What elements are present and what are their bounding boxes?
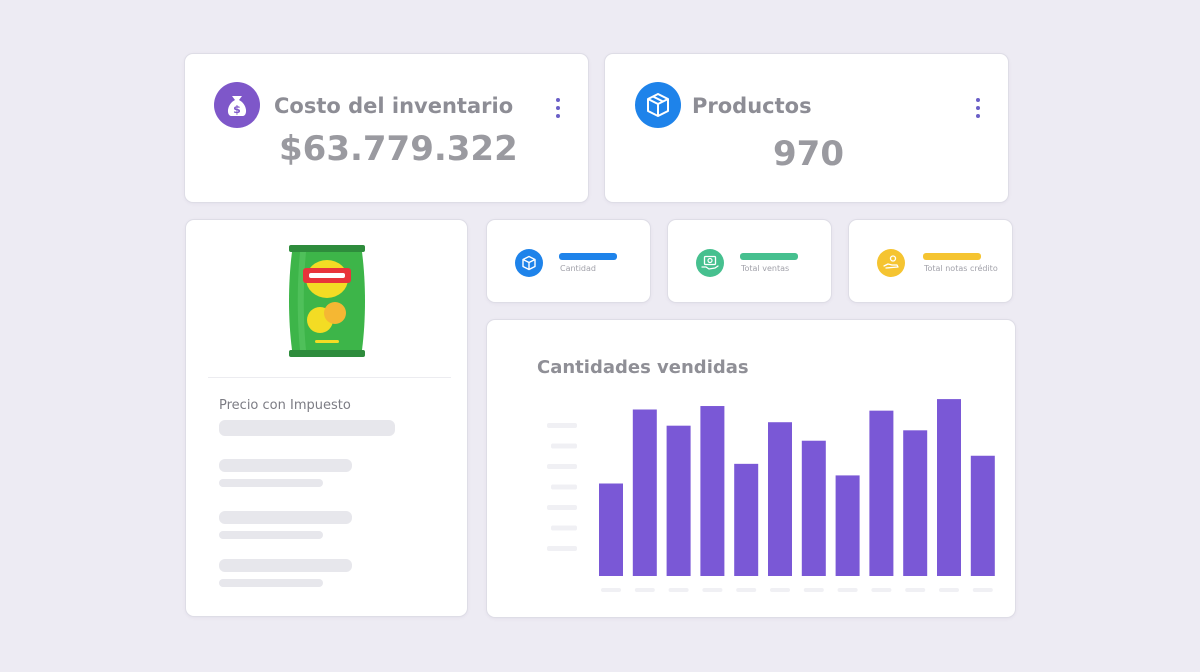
sales-chart-card: Cantidades vendidas: [486, 319, 1016, 618]
x-tick-placeholder: [905, 588, 926, 592]
placeholder-line: [219, 559, 352, 572]
placeholder-line: [219, 479, 323, 487]
divider: [208, 377, 451, 378]
y-tick-placeholder: [547, 505, 577, 510]
x-tick-placeholder: [871, 588, 892, 592]
svg-text:$: $: [233, 103, 241, 116]
chart-bar: [801, 440, 826, 576]
quantity-label: Cantidad: [560, 264, 596, 273]
chart-bar: [869, 410, 894, 576]
x-tick-placeholder: [634, 588, 655, 592]
placeholder-line: [219, 459, 352, 472]
total-sales-mini-card: Total ventas: [667, 219, 832, 303]
hand-coin-icon: [877, 249, 905, 277]
chart-bar: [599, 483, 623, 576]
inventory-cost-value: $63.779.322: [279, 129, 518, 169]
price-with-tax-label: Precio con Impuesto: [219, 398, 351, 413]
products-label: Productos: [692, 94, 812, 118]
inventory-cost-label: Costo del inventario: [274, 94, 514, 118]
box-icon: [515, 249, 543, 277]
x-tick-placeholder: [972, 588, 993, 592]
money-bag-icon: $: [214, 82, 260, 128]
placeholder-line: [219, 579, 323, 587]
more-options-icon[interactable]: [973, 98, 983, 118]
placeholder-line: [219, 531, 323, 539]
x-tick-placeholder: [702, 588, 723, 592]
total-sales-bar: [740, 253, 798, 260]
money-hand-icon: [696, 249, 724, 277]
y-tick-placeholder: [547, 423, 577, 428]
chart-bar: [970, 455, 995, 576]
credit-notes-bar: [923, 253, 981, 260]
price-placeholder: [219, 420, 395, 436]
products-value: 970: [773, 134, 844, 174]
chart-bar: [937, 399, 961, 576]
chart-bar: [903, 430, 928, 576]
bar-chart: [547, 399, 995, 592]
x-tick-placeholder: [736, 588, 757, 592]
x-tick-placeholder: [837, 588, 858, 592]
chart-bar: [768, 422, 792, 576]
inventory-cost-card: $ Costo del inventario $63.779.322: [184, 53, 589, 203]
product-detail-card: Precio con Impuesto: [185, 219, 468, 617]
chart-bar: [666, 425, 691, 576]
chips-bag-icon: [289, 245, 365, 357]
products-count-card: Productos 970: [604, 53, 1009, 203]
more-options-icon[interactable]: [553, 98, 563, 118]
chart-bar: [835, 475, 860, 576]
x-tick-placeholder: [770, 588, 790, 592]
x-tick-placeholder: [601, 588, 621, 592]
box-icon: [635, 82, 681, 128]
y-tick-placeholder: [551, 484, 577, 490]
chart-bar: [734, 463, 759, 576]
x-tick-placeholder: [668, 588, 689, 592]
quantity-bar: [559, 253, 617, 260]
quantity-mini-card: Cantidad: [486, 219, 651, 303]
x-tick-placeholder: [803, 588, 824, 592]
placeholder-line: [219, 511, 352, 524]
total-sales-label: Total ventas: [741, 264, 790, 273]
y-tick-placeholder: [551, 443, 577, 449]
y-tick-placeholder: [547, 546, 577, 551]
chart-bar: [632, 409, 657, 576]
credit-notes-mini-card: Total notas crédito: [848, 219, 1013, 303]
chart-bar: [700, 406, 725, 576]
y-tick-placeholder: [547, 464, 577, 469]
y-tick-placeholder: [551, 525, 577, 531]
credit-notes-label: Total notas crédito: [924, 264, 998, 273]
x-tick-placeholder: [939, 588, 959, 592]
chart-title: Cantidades vendidas: [537, 357, 749, 378]
